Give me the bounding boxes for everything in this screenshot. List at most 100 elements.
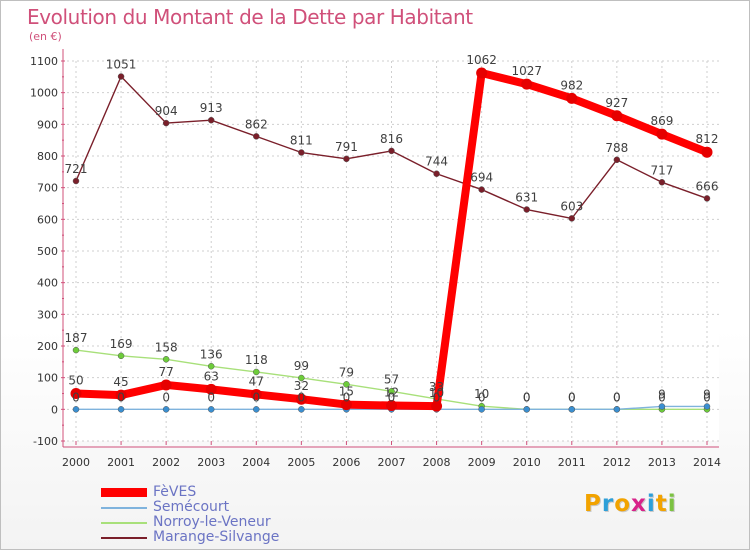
data-label: 0 — [613, 390, 621, 404]
data-point — [160, 379, 172, 391]
data-label: 32 — [294, 379, 309, 393]
logo-letter: x — [631, 491, 647, 517]
data-point — [298, 149, 305, 156]
x-tick-label: 2004 — [242, 456, 270, 469]
data-point — [386, 400, 397, 412]
y-tick-label: -100 — [33, 435, 58, 448]
y-tick-label: 400 — [37, 277, 58, 290]
data-point — [658, 179, 666, 186]
y-tick-label: 500 — [37, 245, 58, 258]
legend-swatch-norroy — [101, 521, 147, 524]
legend-swatch-marange — [101, 536, 147, 539]
chart-title: Evolution du Montant de la Dette par Hab… — [27, 5, 473, 29]
logo-letter: i — [646, 491, 656, 517]
data-point — [701, 146, 713, 158]
x-tick-label: 2005 — [287, 456, 315, 469]
data-point — [207, 116, 215, 124]
legend-swatch-feves — [101, 488, 147, 497]
data-point — [253, 406, 260, 413]
data-label: 791 — [335, 140, 358, 154]
x-tick-label: 2014 — [693, 456, 721, 469]
data-label: 9 — [658, 387, 666, 401]
data-point — [72, 406, 80, 413]
data-point — [72, 346, 80, 354]
data-label: 811 — [290, 134, 313, 148]
proxiti-logo: Proxiti — [584, 491, 677, 517]
data-label: 717 — [650, 163, 673, 177]
data-point — [162, 356, 170, 363]
data-point — [117, 352, 125, 360]
data-point — [388, 147, 395, 155]
x-tick-label: 2010 — [513, 456, 541, 469]
data-label: 99 — [294, 359, 309, 373]
data-label: 50 — [68, 374, 83, 388]
legend-item-norroy: Norroy-le-Veneur — [101, 515, 279, 530]
logo-letter: i — [667, 491, 677, 517]
y-tick-label: 200 — [37, 340, 58, 353]
y-tick-label: 700 — [37, 182, 58, 195]
x-tick-label: 2000 — [62, 456, 90, 469]
x-tick-label: 2003 — [197, 456, 225, 469]
data-label: 913 — [200, 101, 223, 115]
data-label: 12 — [384, 386, 399, 400]
y-tick-label: 800 — [37, 150, 58, 163]
data-label: 79 — [339, 365, 354, 379]
data-label: 0 — [568, 390, 576, 404]
data-label: 136 — [200, 347, 223, 361]
data-point — [340, 399, 352, 411]
legend-label-marange: Marange-Silvange — [153, 529, 280, 545]
data-label: 118 — [245, 353, 268, 367]
data-point — [433, 170, 440, 177]
data-label: 721 — [65, 162, 88, 176]
logo-letter: P — [584, 491, 602, 517]
data-point — [72, 177, 80, 185]
legend-label-semecourt: Semécourt — [153, 499, 230, 515]
y-tick-label: 300 — [37, 308, 58, 321]
data-point — [523, 406, 530, 413]
data-label: 0 — [523, 390, 531, 404]
x-tick-label: 2008 — [423, 456, 451, 469]
legend-item-semecourt: Semécourt — [101, 500, 279, 515]
legend-label-norroy: Norroy-le-Veneur — [153, 514, 271, 530]
chart-subtitle: (en €) — [29, 30, 62, 43]
line-chart: -100010020030040050060070080090010001100… — [30, 49, 721, 469]
data-label: 9 — [703, 387, 711, 401]
data-point — [388, 388, 395, 395]
data-point — [611, 110, 623, 122]
logo-letter: r — [601, 491, 615, 517]
data-label: 1051 — [106, 58, 137, 72]
data-label: 0 — [523, 390, 531, 404]
data-point — [253, 368, 260, 376]
data-point — [298, 374, 305, 382]
data-point — [656, 128, 668, 140]
x-tick-label: 2011 — [558, 456, 586, 469]
data-label: 0 — [658, 390, 666, 404]
data-label: 1062 — [466, 53, 497, 67]
y-tick-label: 1100 — [30, 55, 58, 68]
data-point — [205, 383, 217, 395]
data-label: 744 — [425, 155, 448, 169]
x-tick-label: 2002 — [152, 456, 180, 469]
data-label: 33 — [429, 380, 444, 394]
data-label: 788 — [605, 141, 628, 155]
data-label: 0 — [433, 390, 441, 404]
data-label: 927 — [605, 96, 628, 110]
data-label: 812 — [696, 132, 719, 146]
data-label: 0 — [613, 390, 621, 404]
data-point — [162, 119, 170, 127]
data-point — [658, 403, 666, 410]
data-label: 904 — [155, 104, 178, 118]
data-point — [70, 388, 82, 399]
data-label: 0 — [162, 390, 170, 404]
data-point — [566, 92, 578, 104]
data-label: 10 — [474, 387, 489, 401]
data-label: 816 — [380, 132, 403, 146]
logo-letter: t — [655, 491, 668, 517]
data-point — [298, 406, 305, 413]
data-label: 982 — [560, 78, 583, 92]
data-point — [250, 388, 262, 400]
data-label: 169 — [110, 337, 133, 351]
data-point — [253, 133, 260, 140]
data-label: 15 — [339, 385, 354, 399]
